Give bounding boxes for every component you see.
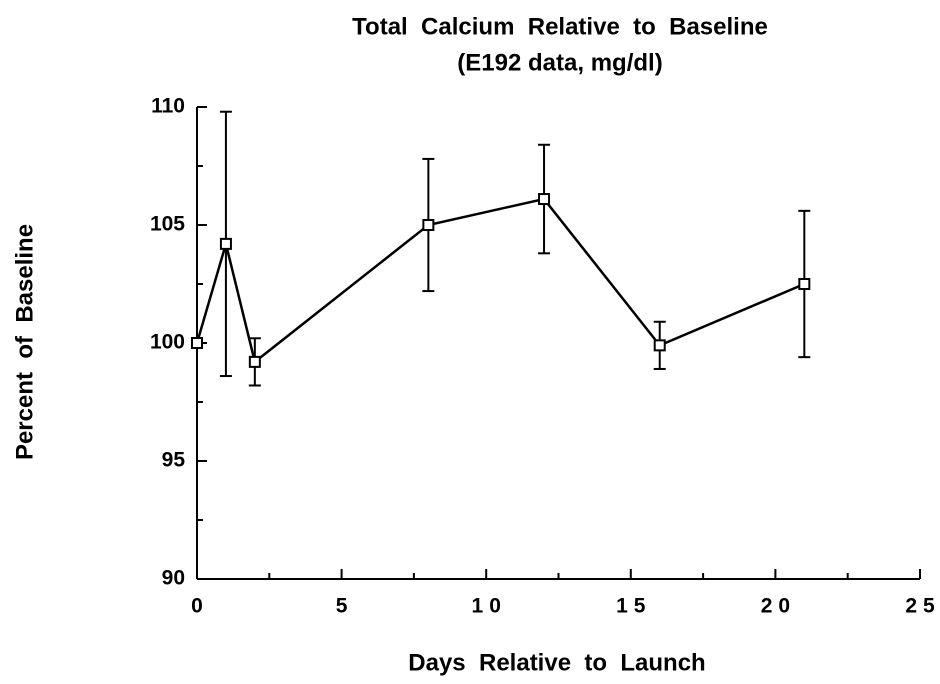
x-axis-label: Days Relative to Launch bbox=[408, 649, 705, 676]
marker bbox=[798, 278, 811, 290]
marker bbox=[248, 355, 261, 368]
x-tick-label: 10 bbox=[472, 595, 507, 618]
x-tick-label: 5 bbox=[336, 595, 354, 618]
marker bbox=[653, 339, 666, 352]
x-tick-label: 25 bbox=[905, 595, 940, 618]
y-tick-label: 105 bbox=[150, 213, 185, 236]
x-tick-label: 0 bbox=[191, 595, 209, 618]
marker bbox=[422, 219, 435, 231]
chart-title: Total Calcium Relative to Baseline bbox=[352, 13, 768, 40]
marker bbox=[219, 237, 232, 250]
marker bbox=[538, 193, 551, 206]
marker bbox=[191, 337, 203, 349]
y-axis-label: Percent of Baseline bbox=[11, 224, 38, 460]
x-tick-label: 20 bbox=[761, 595, 796, 618]
x-tick-label: 15 bbox=[616, 595, 651, 618]
y-tick-label: 100 bbox=[150, 331, 185, 354]
data-line bbox=[195, 197, 805, 365]
y-tick-label: 110 bbox=[151, 95, 185, 118]
y-tick-label: 95 bbox=[162, 449, 186, 472]
chart-subtitle: (E192 data, mg/dl) bbox=[457, 49, 662, 76]
y-tick-label: 90 bbox=[162, 567, 185, 590]
